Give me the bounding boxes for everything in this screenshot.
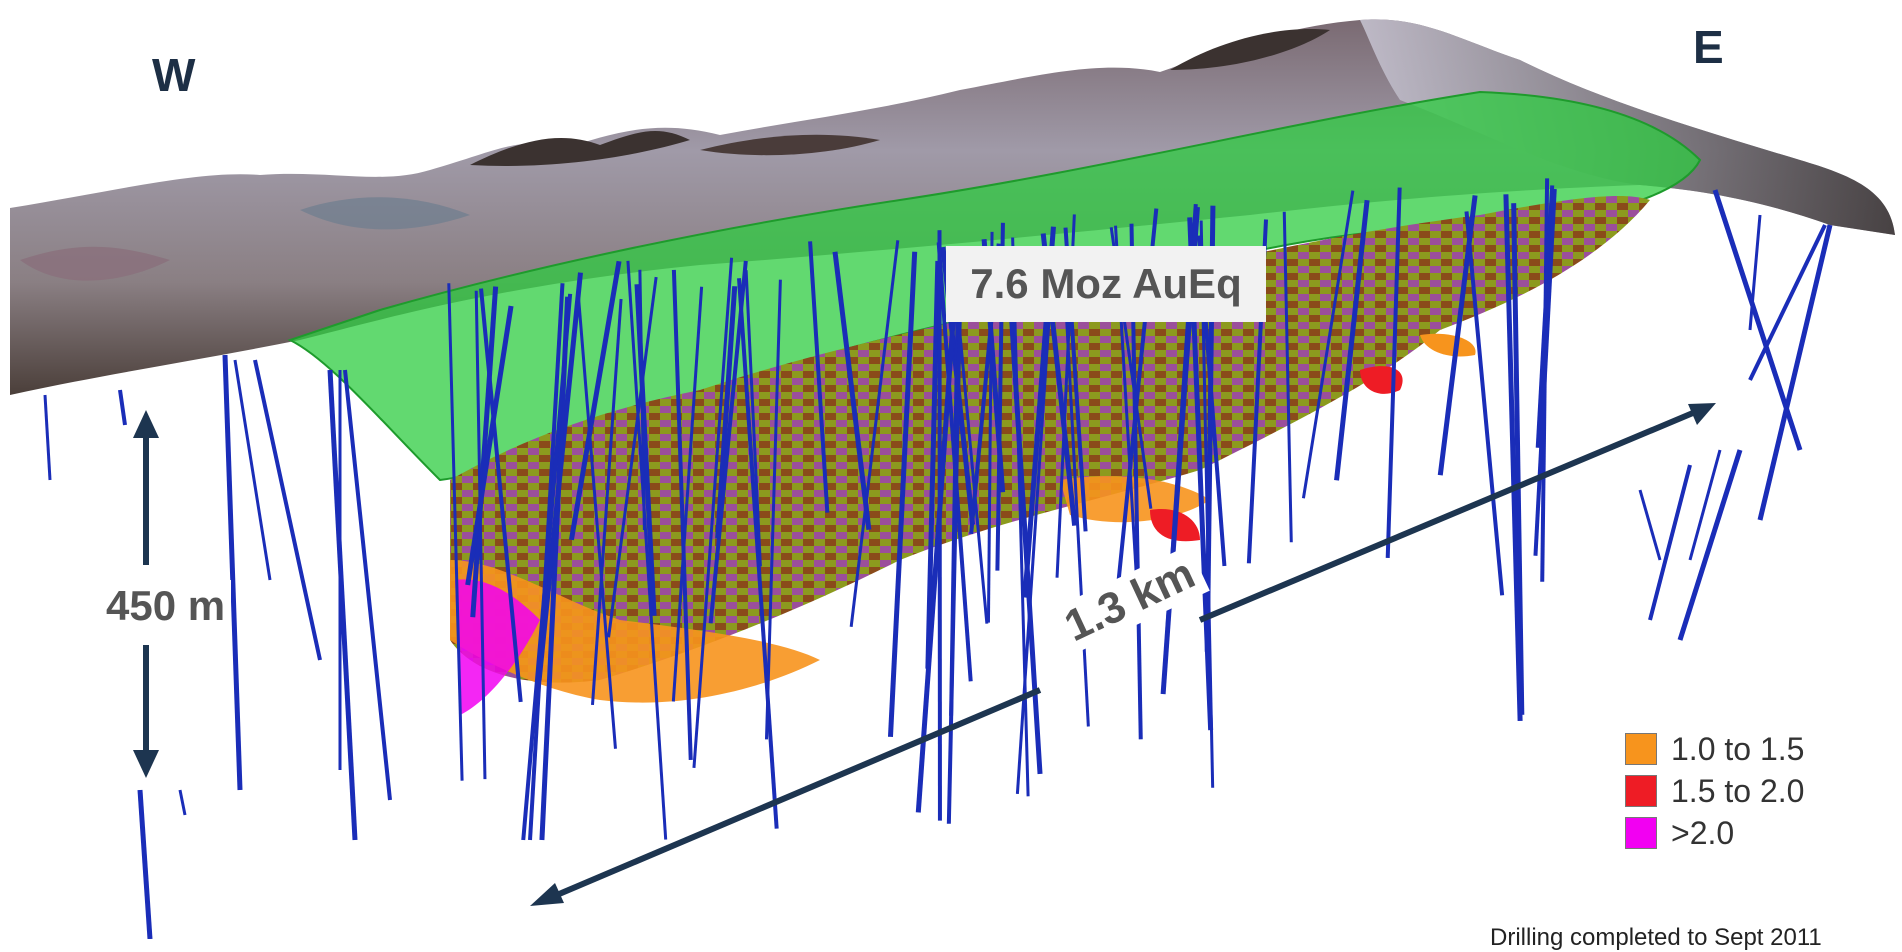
legend-swatch-low [1625, 733, 1657, 765]
legend-label-mid: 1.5 to 2.0 [1671, 773, 1804, 810]
legend-swatch-mid [1625, 775, 1657, 807]
drill-hole [1690, 450, 1720, 560]
legend-item-low: 1.0 to 1.5 [1625, 728, 1804, 770]
drill-hole [140, 790, 150, 939]
resource-label: 7.6 Moz AuEq [946, 246, 1266, 322]
grade-legend: 1.0 to 1.5 1.5 to 2.0 >2.0 [1625, 728, 1804, 854]
drill-hole [120, 390, 125, 425]
legend-label-high: >2.0 [1671, 815, 1734, 852]
depth-label: 450 m [100, 580, 231, 632]
drill-hole [255, 360, 320, 660]
legend-item-high: >2.0 [1625, 812, 1804, 854]
drill-hole [180, 790, 185, 815]
east-label: E [1693, 20, 1724, 74]
west-label: W [152, 48, 195, 102]
legend-swatch-high [1625, 817, 1657, 849]
legend-item-mid: 1.5 to 2.0 [1625, 770, 1804, 812]
drill-hole [235, 360, 270, 580]
drill-hole [1760, 225, 1830, 520]
drill-hole [1640, 490, 1660, 560]
drill-hole [45, 395, 50, 480]
drill-hole [225, 355, 240, 790]
legend-label-low: 1.0 to 1.5 [1671, 731, 1804, 768]
drill-hole [1680, 450, 1740, 640]
footer-note: Drilling completed to Sept 2011 [1490, 924, 1822, 952]
